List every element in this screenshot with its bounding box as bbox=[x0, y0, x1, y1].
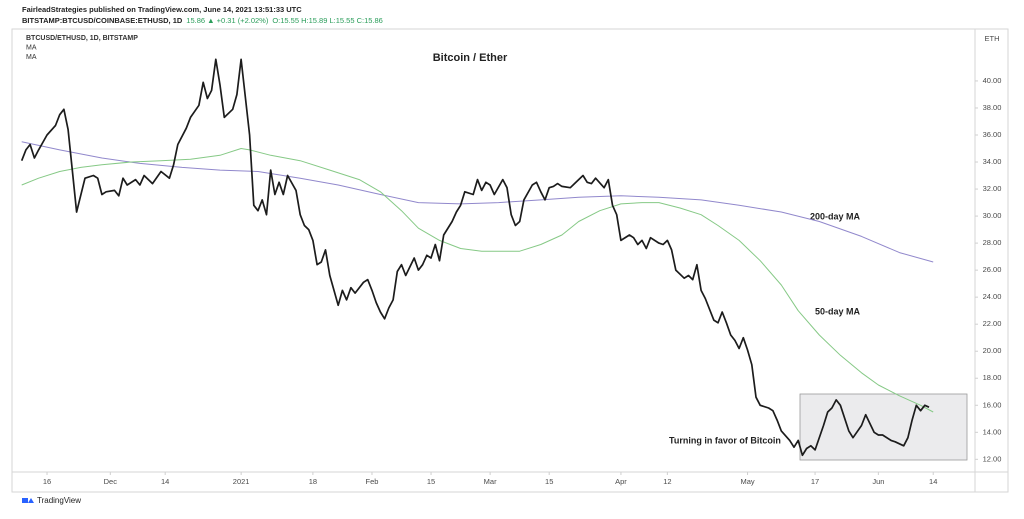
y-tick-label: 22.00 bbox=[983, 319, 1002, 328]
quote: 15.86 ▲ +0.31 (+2.02%) bbox=[186, 16, 269, 25]
x-tick-label: 17 bbox=[811, 477, 819, 486]
annotation: Turning in favor of Bitcoin bbox=[669, 435, 781, 445]
x-tick-label: 14 bbox=[161, 477, 169, 486]
series-line bbox=[20, 58, 930, 457]
legend-entry: MA bbox=[26, 54, 37, 61]
x-tick-label: Mar bbox=[484, 477, 497, 486]
x-tick-label: 2021 bbox=[233, 477, 250, 486]
x-tick-label: May bbox=[740, 477, 754, 486]
x-tick-label: 14 bbox=[929, 477, 937, 486]
y-tick-label: 20.00 bbox=[983, 346, 1002, 355]
source-line: FairleadStrategies published on TradingV… bbox=[22, 5, 302, 14]
symbol-line: BITSTAMP:BTCUSD/COINBASE:ETHUSD, 1D 15.86… bbox=[22, 16, 383, 25]
legend-entry: MA bbox=[26, 44, 37, 51]
footer-logo bbox=[22, 498, 34, 503]
x-tick-label: 18 bbox=[309, 477, 317, 486]
annotation: 50-day MA bbox=[815, 306, 861, 316]
y-tick-label: 16.00 bbox=[983, 400, 1002, 409]
y-tick-label: 12.00 bbox=[983, 454, 1002, 463]
x-tick-label: Feb bbox=[365, 477, 378, 486]
y-tick-label: 32.00 bbox=[983, 184, 1002, 193]
y-tick-label: 24.00 bbox=[983, 292, 1002, 301]
x-tick-label: 15 bbox=[427, 477, 435, 486]
y-tick-label: 18.00 bbox=[983, 373, 1002, 382]
y-tick-label: 14.00 bbox=[983, 427, 1002, 436]
x-tick-label: 12 bbox=[663, 477, 671, 486]
y-tick-label: 34.00 bbox=[983, 157, 1002, 166]
y-axis-unit: ETH bbox=[985, 34, 1000, 43]
annotation: 200-day MA bbox=[810, 211, 861, 221]
y-tick-label: 38.00 bbox=[983, 103, 1002, 112]
chart-frame bbox=[11, 28, 1009, 493]
series-line bbox=[21, 141, 934, 263]
y-tick-label: 40.00 bbox=[983, 76, 1002, 85]
legend-entry: BTCUSD/ETHUSD, 1D, BITSTAMP bbox=[26, 35, 138, 42]
logo-part bbox=[22, 498, 28, 503]
footer-brand: TradingView bbox=[37, 496, 81, 505]
y-tick-label: 36.00 bbox=[983, 130, 1002, 139]
series-line bbox=[21, 148, 934, 413]
x-tick-label: Dec bbox=[104, 477, 118, 486]
x-tick-label: 15 bbox=[545, 477, 553, 486]
chart-title: Bitcoin / Ether bbox=[433, 52, 508, 64]
x-tick-label: Jun bbox=[872, 477, 884, 486]
logo-part bbox=[28, 498, 34, 503]
y-tick-label: 30.00 bbox=[983, 211, 1002, 220]
highlight-box bbox=[799, 393, 968, 461]
x-tick-label: 16 bbox=[43, 477, 51, 486]
symbol: BITSTAMP:BTCUSD/COINBASE:ETHUSD, 1D bbox=[22, 16, 183, 25]
x-tick-label: Apr bbox=[615, 477, 627, 486]
y-tick-label: 26.00 bbox=[983, 265, 1002, 274]
ohlc: O:15.55 H:15.89 L:15.55 C:15.86 bbox=[272, 16, 383, 25]
y-tick-label: 28.00 bbox=[983, 238, 1002, 247]
